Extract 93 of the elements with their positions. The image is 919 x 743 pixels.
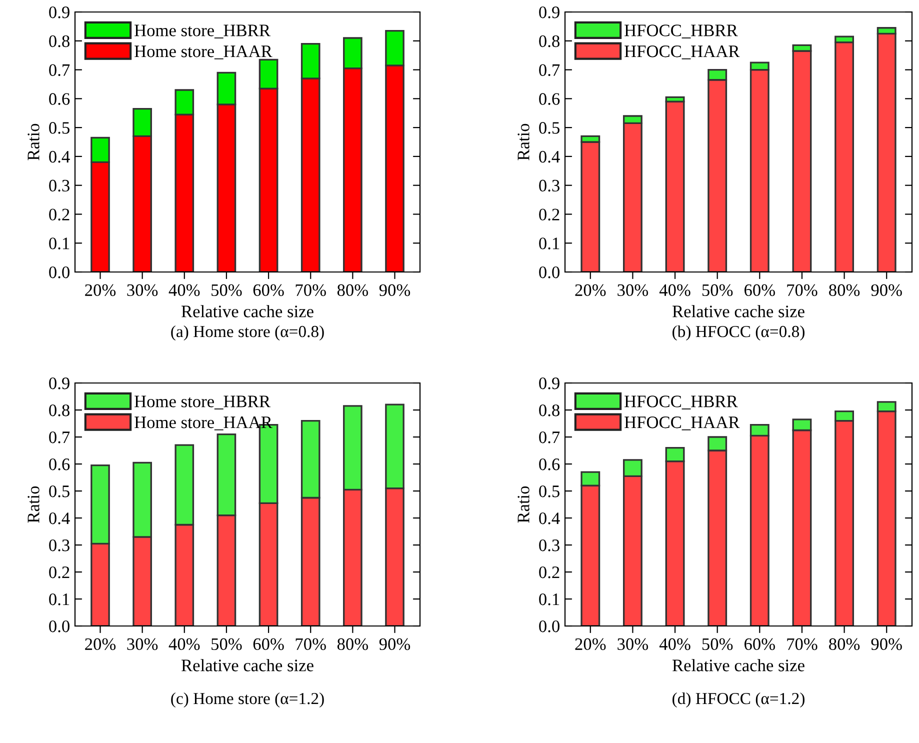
y-tick-label: 0.7 [49, 431, 70, 444]
y-tick-label: 0.7 [49, 64, 70, 76]
x-tick-label: 60% [744, 638, 775, 650]
y-tick-label: 0.4 [539, 150, 560, 163]
y-tick-label: 0.4 [49, 150, 70, 163]
y-tick-label: 0.7 [539, 64, 560, 76]
x-tick-label: 30% [618, 638, 648, 650]
text: (a) Home store (α=0.8) [171, 325, 324, 341]
y-tick-label: 0.3 [49, 180, 70, 192]
x-axis-title: Relative cache size [672, 659, 804, 672]
text: 0.0 [49, 266, 70, 278]
y-tick-label: 0.1 [49, 593, 70, 606]
text: 0.0 [539, 266, 560, 278]
y-axis-title: Ratio [518, 124, 530, 160]
text: 0.0 [49, 620, 70, 632]
y-axis-title: Ratio [28, 486, 40, 523]
x-tick-label: 80% [829, 638, 860, 650]
legend-label: Home store_HBRR [134, 396, 270, 410]
x-axis-title: Relative cache size [181, 659, 314, 672]
y-tick-label: 0.8 [539, 404, 560, 416]
y-tick-label: 0.3 [539, 180, 560, 192]
x-tick-label: 60% [253, 638, 284, 650]
x-tick-label: 20% [85, 638, 116, 650]
y-tick-label: 0.9 [49, 6, 70, 18]
x-tick-label: 20% [85, 284, 116, 296]
y-tick-label: 0.6 [539, 458, 560, 470]
y-tick-label: 0.5 [49, 122, 70, 134]
y-tick-label: 0.6 [49, 458, 70, 470]
x-tick-label: 20% [575, 638, 606, 650]
y-tick-label: 0.6 [49, 93, 70, 105]
x-axis-title: Relative cache size [181, 305, 314, 318]
y-tick-label: 0.5 [539, 485, 560, 498]
text: (d) HFOCC (α=1.2) [672, 692, 804, 708]
y-tick-label: 0.9 [539, 377, 560, 390]
y-axis-title: Ratio [28, 124, 40, 160]
x-axis-title: Relative cache size [672, 305, 804, 318]
x-tick-label: 70% [787, 284, 818, 296]
x-tick-label: 40% [659, 638, 690, 650]
x-tick-label: 80% [337, 638, 368, 650]
x-tick-label: 30% [127, 638, 158, 650]
y-tick-label: 0.3 [49, 539, 70, 552]
x-tick-label: 30% [618, 284, 648, 296]
y-tick-label: 0.2 [539, 208, 560, 220]
y-tick-label: 0.7 [539, 431, 560, 444]
x-tick-label: 50% [212, 638, 242, 650]
y-tick-label: 0.1 [539, 238, 560, 250]
bar [665, 100, 685, 272]
x-tick-label: 80% [829, 284, 860, 296]
x-tick-label: 90% [871, 284, 902, 296]
x-tick-label: 70% [787, 638, 818, 650]
x-tick-label: 60% [744, 284, 775, 296]
x-tick-label: 50% [702, 638, 733, 650]
text: (b) HFOCC (α=0.8) [672, 325, 804, 341]
legend-label: HFOCC_HBRR [624, 24, 738, 38]
y-tick-label: 0.8 [49, 35, 70, 48]
x-tick-label: 40% [168, 284, 200, 296]
legend-label: Home store_HAAR [134, 46, 272, 60]
y-tick-label: 0.2 [539, 566, 560, 578]
x-tick-label: 70% [296, 284, 326, 296]
x-tick-label: 40% [659, 284, 690, 296]
y-tick-label: 0.4 [49, 512, 70, 524]
y-tick-label: 0.1 [49, 238, 70, 250]
x-tick-label: 20% [575, 284, 606, 296]
y-axis-title: Ratio [518, 486, 530, 523]
x-tick-label: 50% [702, 284, 733, 296]
x-tick-label: 70% [296, 638, 326, 650]
x-tick-label: 80% [337, 284, 368, 296]
y-tick-label: 0.8 [539, 35, 560, 48]
y-tick-label: 0.6 [539, 93, 560, 105]
legend-label: Home store_HBRR [134, 24, 270, 38]
y-tick-label: 0.5 [49, 485, 70, 498]
y-tick-label: 0.4 [539, 512, 560, 524]
y-tick-label: 0.3 [539, 539, 560, 552]
text: 0.0 [539, 620, 560, 632]
y-tick-label: 0.8 [49, 404, 70, 416]
legend-label: HFOCC_HBRR [624, 396, 738, 410]
legend-label: Home store_HAAR [134, 416, 272, 430]
y-tick-label: 0.2 [49, 566, 70, 578]
text: (c) Home store (α=1.2) [171, 692, 324, 708]
y-tick-label: 0.5 [539, 122, 560, 134]
y-tick-label: 0.2 [49, 208, 70, 220]
x-tick-label: 90% [379, 284, 410, 296]
x-tick-label: 60% [253, 284, 284, 296]
x-tick-label: 40% [168, 638, 200, 650]
y-tick-label: 0.9 [49, 377, 70, 390]
x-tick-label: 90% [379, 638, 410, 650]
x-tick-label: 30% [127, 284, 158, 296]
legend-label: HFOCC_HAAR [624, 46, 740, 60]
y-tick-label: 0.9 [539, 6, 560, 18]
legend-label: HFOCC_HAAR [624, 416, 740, 430]
x-tick-label: 90% [871, 638, 902, 650]
y-tick-label: 0.1 [539, 593, 560, 606]
x-tick-label: 50% [212, 284, 242, 296]
